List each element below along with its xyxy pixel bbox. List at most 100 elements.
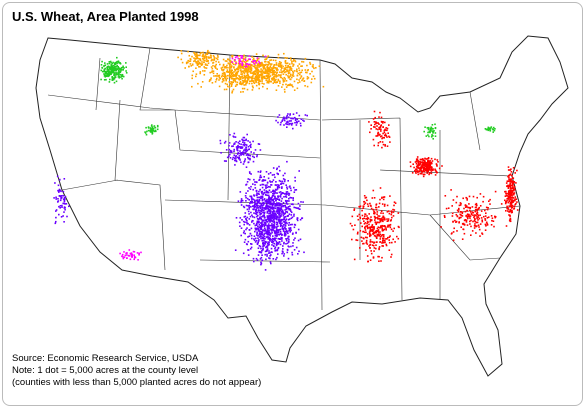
wheat-dot: [245, 69, 247, 72]
wheat-dot: [493, 129, 496, 132]
wheat-dot: [203, 74, 206, 76]
wheat-dot: [367, 260, 369, 263]
wheat-dot: [271, 251, 273, 254]
wheat-dot: [385, 127, 387, 129]
wheat-dot: [219, 139, 222, 142]
wheat-dot: [253, 260, 255, 263]
wheat-dot: [246, 81, 248, 83]
wheat-dot: [274, 249, 277, 252]
wheat-dot: [240, 83, 243, 86]
wheat-dot: [234, 159, 236, 162]
wheat-dot: [261, 74, 264, 76]
wheat-dot: [266, 190, 269, 193]
wheat-dot: [366, 225, 369, 227]
wheat-dot: [246, 133, 248, 136]
wheat-dot: [277, 184, 279, 186]
wheat-dot: [432, 131, 435, 133]
wheat-dot: [283, 226, 286, 229]
wheat-dot: [260, 222, 262, 224]
wheat-dot: [193, 60, 195, 63]
wheat-dot: [260, 70, 263, 72]
wheat-dot: [242, 151, 244, 153]
wheat-dot: [480, 217, 483, 219]
wheat-dot: [140, 251, 142, 254]
wheat-dot: [256, 220, 259, 223]
wheat-dot: [286, 57, 288, 59]
wheat-dot: [370, 250, 372, 252]
wheat-dot: [365, 249, 367, 251]
wheat-dot: [152, 129, 155, 132]
wheat-dot: [515, 182, 517, 184]
wheat-dot: [267, 205, 270, 207]
wheat-dot: [222, 63, 225, 66]
wheat-dot: [228, 75, 231, 78]
wheat-dot: [427, 134, 429, 136]
wheat-dot: [466, 199, 468, 201]
wheat-dot: [250, 146, 252, 149]
wheat-dot: [248, 206, 250, 208]
wheat-dot: [297, 228, 300, 231]
wheat-dot: [261, 237, 264, 240]
wheat-dot: [274, 237, 276, 240]
wheat-dot: [258, 199, 261, 201]
wheat-dot: [271, 206, 273, 208]
wheat-dot: [506, 180, 509, 182]
wheat-dot: [294, 116, 296, 119]
wheat-dot: [509, 185, 511, 187]
wheat-dot: [505, 225, 508, 227]
wheat-dot: [260, 191, 263, 193]
wheat-dot: [510, 191, 513, 194]
wheat-dot: [229, 68, 231, 70]
wheat-dot: [380, 116, 383, 119]
wheat-dot: [106, 63, 109, 65]
wheat-dot: [356, 233, 359, 235]
wheat-dot: [237, 200, 240, 202]
wheat-dot: [432, 138, 434, 140]
wheat-dot: [435, 170, 437, 173]
wheat-dot: [284, 228, 287, 230]
wheat-dot: [286, 123, 289, 126]
wheat-dot: [274, 190, 276, 192]
wheat-dot: [378, 206, 380, 208]
wheat-dot: [133, 254, 135, 256]
wheat-dot: [128, 249, 131, 251]
wheat-dot: [223, 66, 226, 68]
wheat-dot: [420, 172, 423, 175]
wheat-dot: [237, 66, 239, 68]
wheat-dot: [284, 172, 286, 175]
wheat-dot: [268, 196, 270, 198]
wheat-dot: [285, 184, 287, 186]
wheat-dot: [281, 71, 283, 73]
wheat-dot: [230, 69, 233, 71]
wheat-dot: [299, 73, 301, 76]
wheat-dot: [318, 65, 321, 67]
wheat-dot: [245, 138, 247, 141]
wheat-dot: [419, 167, 422, 170]
wheat-dot: [429, 128, 432, 130]
wheat-dot: [282, 228, 285, 231]
wheat-dot: [117, 76, 120, 78]
wheat-dot: [379, 141, 382, 143]
wheat-dot: [286, 120, 289, 123]
wheat-dot: [253, 235, 256, 237]
wheat-dot: [289, 196, 291, 199]
wheat-dot: [272, 206, 275, 209]
wheat-dot: [271, 70, 274, 72]
wheat-dot: [268, 212, 270, 215]
wheat-dot: [391, 241, 393, 244]
wheat-dot: [429, 166, 432, 168]
wheat-dot: [113, 67, 116, 70]
wheat-dot: [285, 116, 288, 118]
wheat-dot: [266, 198, 268, 201]
wheat-dot: [271, 212, 273, 214]
wheat-dot: [195, 57, 198, 60]
wheat-dot: [111, 62, 114, 65]
wheat-dot: [268, 185, 270, 188]
wheat-dot: [245, 144, 248, 146]
wheat-dot: [383, 137, 385, 139]
wheat-dot: [129, 252, 132, 255]
wheat-dot: [225, 78, 227, 81]
wheat-dot: [262, 76, 265, 79]
wheat-dot: [294, 180, 296, 182]
wheat-dot: [101, 70, 104, 73]
